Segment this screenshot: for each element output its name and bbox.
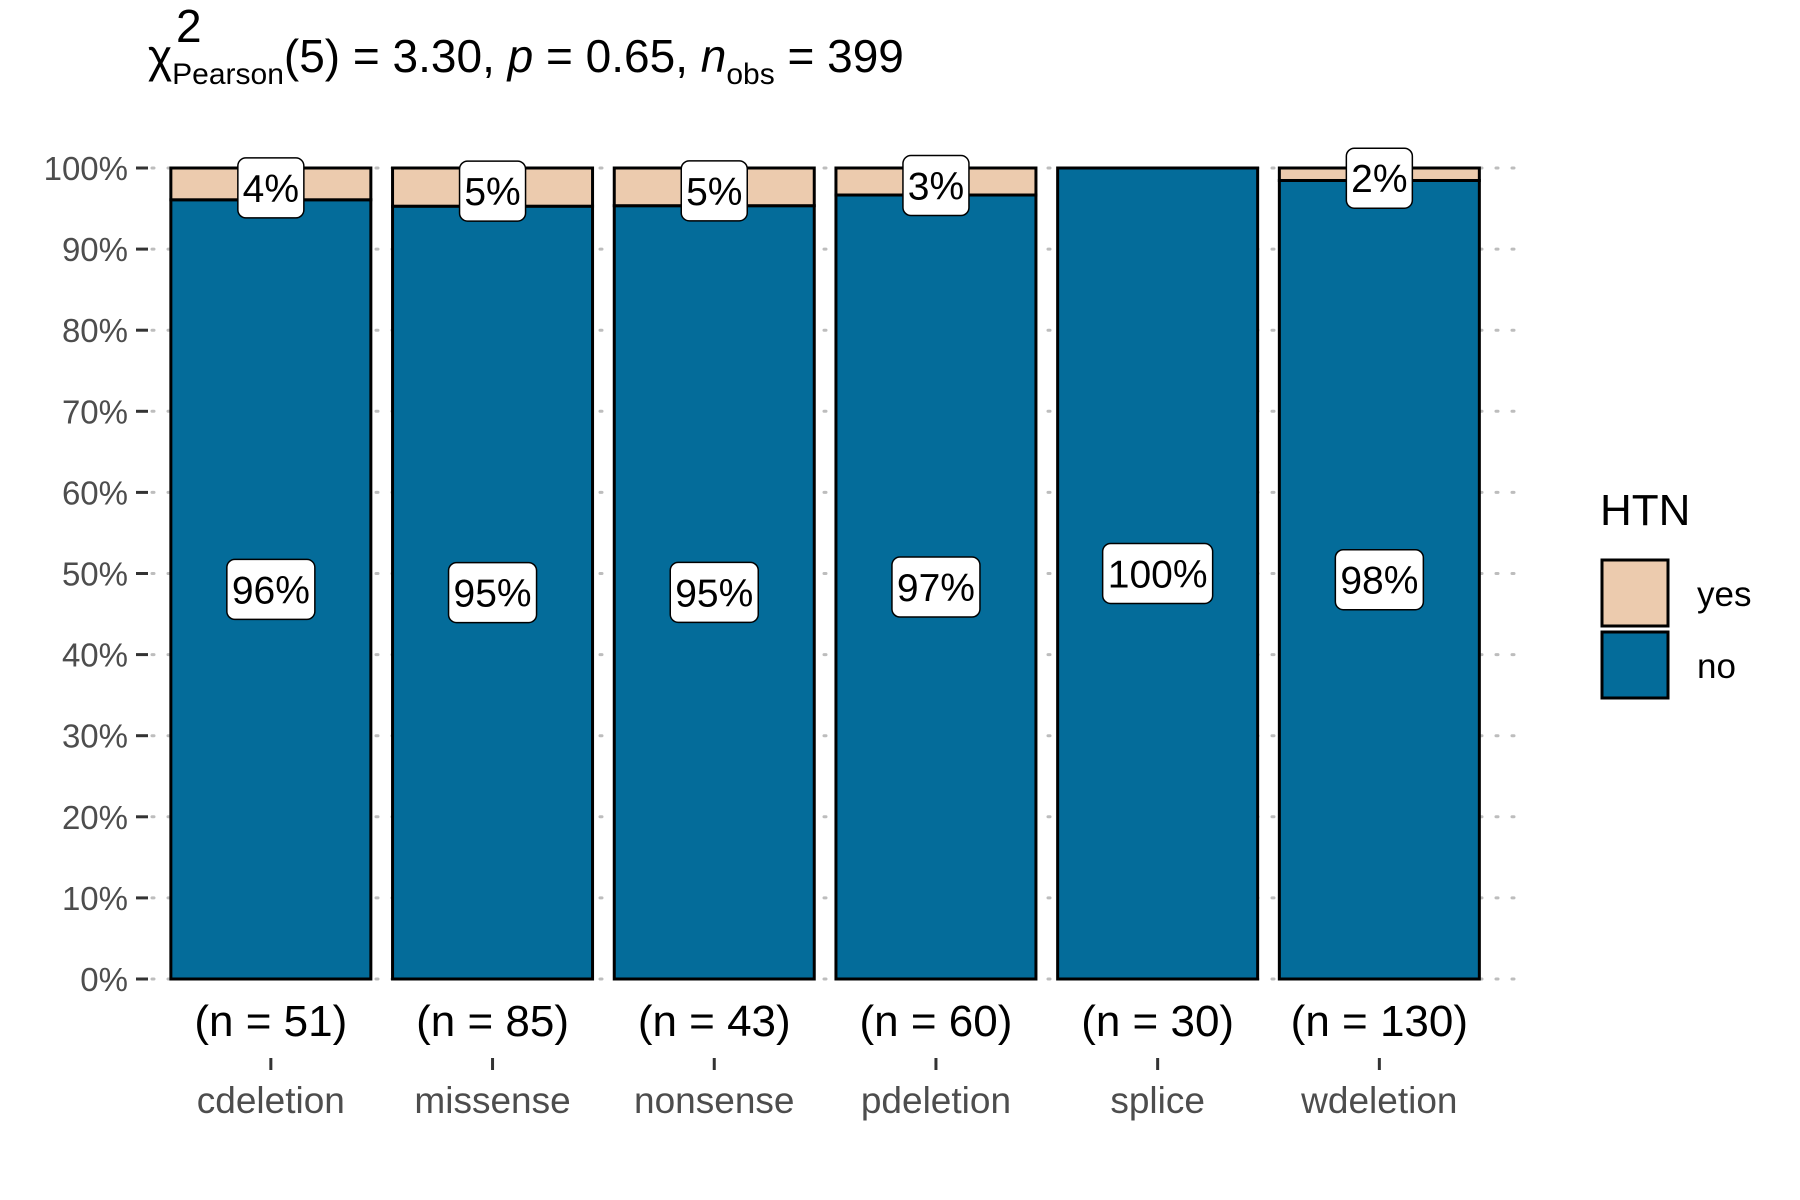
y-tick-label: 50%: [62, 556, 128, 593]
data-label-no-missense: 95%: [454, 573, 532, 616]
title-n-sub: obs: [726, 58, 774, 91]
x-tick-label-wdeletion: wdeletion: [1300, 1080, 1457, 1121]
y-tick-label: 100%: [44, 150, 128, 187]
x-tick-label-splice: splice: [1110, 1080, 1205, 1121]
data-label-yes-pdeletion: 3%: [908, 166, 964, 209]
data-label-no-pdeletion-box: [891, 556, 981, 618]
data-label-no-wdeletion-box: [1334, 548, 1425, 611]
x-tick-label-pdeletion: pdeletion: [861, 1080, 1011, 1121]
data-label-no-nonsense: 95%: [675, 572, 753, 615]
data-label-yes-pdeletion-box: [902, 154, 970, 217]
data-label-no-splice-box: [1101, 542, 1214, 605]
y-tick-label: 80%: [62, 312, 128, 349]
data-label-yes-wdeletion-box: [1345, 147, 1414, 209]
count-label-missense: (n = 85): [416, 997, 569, 1046]
title-sub: Pearson: [172, 58, 284, 91]
title-rest2: = 0.65,: [533, 30, 701, 82]
data-label-yes-nonsense: 5%: [686, 171, 742, 214]
count-label-cdeletion: (n = 51): [194, 997, 347, 1046]
y-tick-label: 0%: [80, 961, 128, 998]
legend-key-no: [1600, 630, 1670, 700]
plot-area: 0% 10% 20% 30% 40% 50% 60% 70% 80% 90% 100% 96% 4% (n…: [44, 147, 1522, 1121]
data-label-no-wdeletion: 98%: [1340, 560, 1418, 603]
title-sup: 2: [176, 0, 202, 52]
data-label-yes-missense-box: [458, 160, 527, 222]
legend-key-yes: [1600, 558, 1670, 628]
data-label-yes-cdeletion: 4%: [243, 168, 299, 211]
x-tick-label-cdeletion: cdeletion: [197, 1080, 345, 1121]
count-label-wdeletion: (n = 130): [1291, 997, 1468, 1046]
title-rest3: = 399: [775, 30, 904, 82]
legend-label-no: no: [1697, 647, 1736, 686]
x-tick-label-missense: missense: [414, 1080, 570, 1121]
y-tick-label: 30%: [62, 718, 128, 755]
legend-title: HTN: [1600, 486, 1690, 535]
data-label-no-cdeletion-box: [226, 558, 316, 621]
y-tick-label: 20%: [62, 799, 128, 836]
count-label-nonsense: (n = 43): [638, 997, 791, 1046]
legend: HTN yes no: [1600, 486, 1751, 700]
y-tick-label: 70%: [62, 393, 128, 430]
data-label-yes-nonsense-box: [680, 160, 748, 222]
data-label-no-cdeletion: 96%: [232, 569, 310, 612]
title-chi: χ: [148, 30, 172, 82]
title-p: p: [506, 30, 534, 82]
data-label-no-nonsense-box: [669, 561, 759, 624]
data-label-no-splice: 100%: [1108, 554, 1208, 597]
data-label-no-missense-box: [447, 561, 538, 624]
count-label-pdeletion: (n = 60): [860, 997, 1013, 1046]
title-rest1: (5) = 3.30,: [284, 30, 508, 82]
data-label-yes-cdeletion-box: [237, 157, 305, 219]
data-label-yes-missense: 5%: [464, 171, 520, 214]
y-tick-label: 40%: [62, 637, 128, 674]
chart-title: χPearson(5) = 3.30, p = 0.65, nobs = 399: [148, 30, 904, 91]
count-label-splice: (n = 30): [1081, 997, 1234, 1046]
y-tick-label: 90%: [62, 231, 128, 268]
x-tick-label-nonsense: nonsense: [634, 1080, 794, 1121]
data-label-yes-wdeletion: 2%: [1351, 158, 1407, 201]
title-n: n: [701, 30, 727, 82]
y-tick-label: 10%: [62, 880, 128, 917]
data-label-no-pdeletion: 97%: [897, 567, 975, 610]
legend-label-yes: yes: [1697, 575, 1751, 614]
y-tick-label: 60%: [62, 474, 128, 511]
